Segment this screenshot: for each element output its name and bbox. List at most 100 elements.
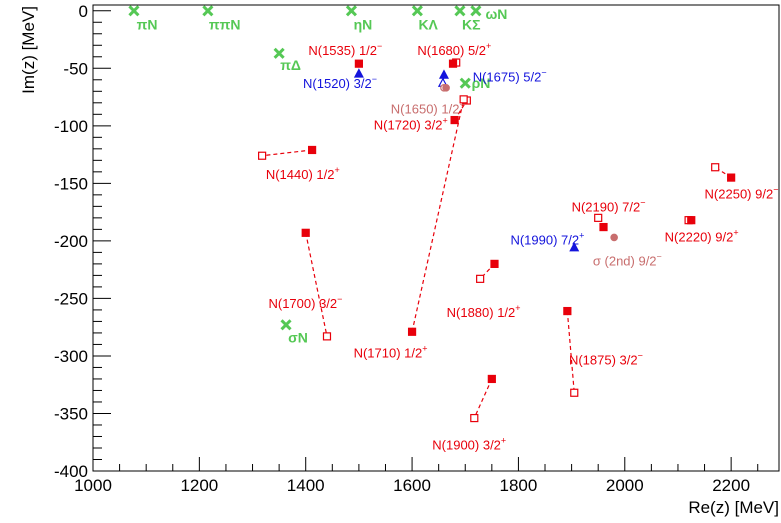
threshold-label: πΔ xyxy=(280,57,301,73)
pole-marker xyxy=(438,69,449,79)
pole-marker xyxy=(563,306,572,316)
threshold-cross-stroke xyxy=(273,47,285,59)
resonance-label-text: N(1535) 1/2 xyxy=(308,43,377,58)
threshold-marker xyxy=(345,5,358,17)
pole-marker xyxy=(442,84,450,92)
pole-marker xyxy=(307,145,317,155)
pole-marker xyxy=(450,115,459,125)
x-tick-label: 1200 xyxy=(180,476,218,495)
pole-connector xyxy=(473,378,493,419)
threshold-cross-stroke xyxy=(470,5,482,17)
resonance-label: N(1440) 1/2+ xyxy=(266,165,340,182)
y-tick-label: -200 xyxy=(54,232,88,251)
resonance-label-parity: + xyxy=(733,227,738,237)
second-sheet-marker xyxy=(711,163,720,172)
second-sheet-marker xyxy=(470,413,479,423)
resonance-label-text: N(1680) 5/2 xyxy=(417,43,486,58)
resonance-label-text: σ (2nd) 9/2 xyxy=(593,253,657,268)
y-tick-label: 0 xyxy=(79,2,88,21)
resonance-label-text: N(1440) 1/2 xyxy=(266,167,335,182)
resonance-label: N(1535) 1/2− xyxy=(308,41,382,58)
second-sheet-marker xyxy=(322,332,332,341)
x-tick-label: 1000 xyxy=(74,476,112,495)
threshold-marker xyxy=(454,5,466,17)
threshold-marker xyxy=(280,319,292,331)
resonance-label-text: N(1900) 3/2 xyxy=(432,438,501,453)
resonance-label-parity: − xyxy=(337,294,342,304)
resonance-label-text: N(1880) 1/2 xyxy=(447,305,516,320)
resonance-label-text: N(1520) 3/2 xyxy=(303,76,372,91)
x-tick-label: 1600 xyxy=(393,476,431,495)
y-tick-label: -300 xyxy=(54,347,88,366)
resonance-label: N(1520) 3/2− xyxy=(303,74,377,91)
threshold-label: ρN xyxy=(472,75,491,91)
second-sheet-marker xyxy=(570,388,579,397)
threshold-cross-stroke xyxy=(454,5,466,17)
threshold-label: σN xyxy=(288,330,308,346)
resonance-label-parity: − xyxy=(459,100,464,110)
resonance-label: N(1675) 5/2− xyxy=(473,67,547,84)
x-tick-label: 1400 xyxy=(287,476,325,495)
threshold-cross-stroke xyxy=(411,5,423,17)
threshold-marker xyxy=(202,5,214,17)
threshold-marker xyxy=(128,5,140,17)
resonance-label: N(2190) 7/2− xyxy=(572,197,646,214)
pole-marker xyxy=(407,327,417,336)
resonance-label-parity: − xyxy=(640,197,645,207)
second-sheet-marker xyxy=(258,151,267,160)
resonance-label: N(1650) 1/2− xyxy=(391,100,465,117)
resonance-label: N(1680) 5/2+ xyxy=(417,41,491,58)
x-axis-label: Re(z) [MeV] xyxy=(688,498,779,517)
threshold-cross-stroke xyxy=(202,5,214,17)
resonance-label-text: N(1720) 3/2 xyxy=(374,118,443,133)
second-sheet-marker xyxy=(459,95,468,104)
y-tick-label: -100 xyxy=(54,117,88,136)
resonance-label: N(2220) 9/2+ xyxy=(665,227,739,244)
resonance-label-parity: − xyxy=(541,67,546,77)
resonance-label: N(1900) 3/2+ xyxy=(432,436,506,453)
pole-marker xyxy=(490,259,499,268)
resonance-label-text: N(1710) 1/2 xyxy=(354,345,423,360)
pole-connector xyxy=(262,149,313,157)
x-tick-label: 2200 xyxy=(712,476,750,495)
threshold-cross-stroke xyxy=(280,319,292,331)
y-tick-label: -250 xyxy=(54,289,88,308)
resonance-label: N(1875) 3/2− xyxy=(569,350,643,367)
pole-marker xyxy=(687,216,696,225)
resonance-label: N(1880) 1/2+ xyxy=(447,303,521,320)
resonance-label-parity: + xyxy=(334,165,339,175)
resonance-label-text: N(1990) 7/2 xyxy=(510,233,579,248)
threshold-label: ωN xyxy=(485,6,507,22)
resonance-label-text: N(1675) 5/2 xyxy=(473,69,542,84)
y-axis-label: Im(z) [MeV] xyxy=(19,6,38,94)
pole-connector xyxy=(411,99,465,332)
pole-marker xyxy=(448,59,458,68)
resonance-label-text: N(1650) 1/2 xyxy=(391,102,460,117)
resonance-label-parity: − xyxy=(638,350,643,360)
threshold-marker xyxy=(273,47,285,59)
threshold-marker xyxy=(411,5,423,17)
resonance-label-parity: + xyxy=(501,436,506,446)
threshold-label: ηN xyxy=(354,17,373,33)
pole-marker xyxy=(301,228,310,237)
pole-connector xyxy=(305,232,328,337)
resonance-label-parity: + xyxy=(422,343,427,353)
threshold-cross-stroke xyxy=(345,5,358,17)
pole-marker xyxy=(569,242,580,252)
threshold-label: KΣ xyxy=(462,17,481,33)
second-sheet-marker xyxy=(476,274,485,283)
pole-marker xyxy=(487,374,496,384)
threshold-label: ππN xyxy=(209,17,241,33)
pole-connector-lines xyxy=(262,61,732,419)
resonance-label-text: N(1875) 3/2 xyxy=(569,352,638,367)
resonance-label: σ (2nd) 9/2− xyxy=(593,251,662,268)
x-tick-label: 1800 xyxy=(500,476,538,495)
resonance-label: N(1710) 1/2+ xyxy=(354,343,428,360)
resonance-label-parity: + xyxy=(515,303,520,313)
resonance-label-parity: + xyxy=(579,231,584,241)
y-tick-label: -50 xyxy=(63,59,88,78)
plot-frame xyxy=(92,4,780,472)
data-marks xyxy=(128,5,736,423)
